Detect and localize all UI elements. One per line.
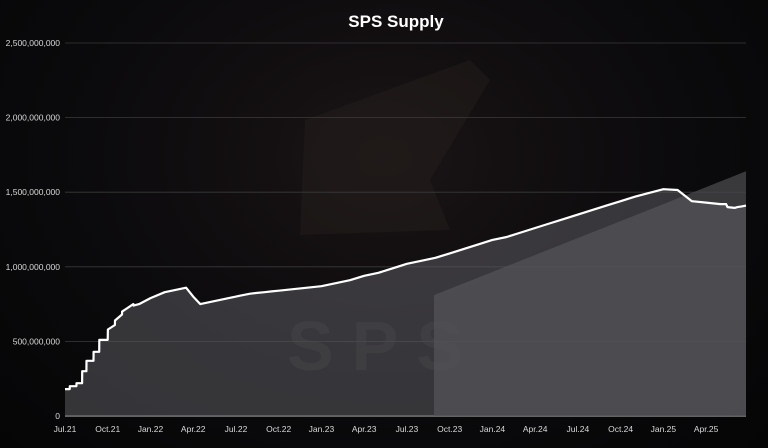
ytick-label-4: 2,000,000,000 <box>6 113 61 123</box>
xtick-label-11: Apr.24 <box>523 424 548 434</box>
ytick-label-3: 1,500,000,000 <box>6 187 61 197</box>
chart-title: SPS Supply <box>348 12 444 31</box>
xtick-label-7: Apr.23 <box>352 424 377 434</box>
xtick-label-14: Jan.25 <box>651 424 677 434</box>
xtick-label-0: Jul.21 <box>54 424 77 434</box>
watermark-logo-shape <box>300 60 490 235</box>
xtick-label-10: Jan.24 <box>480 424 506 434</box>
line-layer <box>65 188 747 391</box>
xtick-label-15: Apr.25 <box>694 424 719 434</box>
xtick-label-12: Jul.24 <box>567 424 590 434</box>
ytick-label-5: 2,500,000,000 <box>6 38 61 48</box>
xtick-label-8: Jul.23 <box>396 424 419 434</box>
xtick-label-13: Oct.24 <box>608 424 633 434</box>
ytick-label-2: 1,000,000,000 <box>6 262 61 272</box>
xtick-label-5: Oct.22 <box>266 424 291 434</box>
ytick-label-1: 500,000,000 <box>13 336 61 346</box>
xtick-label-4: Jul.22 <box>225 424 248 434</box>
supply-area <box>65 189 746 416</box>
area-layer <box>65 189 746 416</box>
xtick-layer: Jul.21 Oct.21 Jan.22 Apr.22 Jul.22 Oct.22 Jan.… <box>54 424 719 434</box>
supply-line <box>65 188 747 391</box>
xtick-label-3: Apr.22 <box>181 424 206 434</box>
xtick-label-1: Oct.21 <box>95 424 120 434</box>
ytick-layer: 0 500,000,000 1,000,000,000 1,500,000,000 2,… <box>6 38 61 421</box>
ytick-label-0: 0 <box>55 411 60 421</box>
xtick-label-2: Jan.22 <box>138 424 164 434</box>
xtick-label-9: Oct.23 <box>437 424 462 434</box>
xtick-label-6: Jan.23 <box>309 424 335 434</box>
